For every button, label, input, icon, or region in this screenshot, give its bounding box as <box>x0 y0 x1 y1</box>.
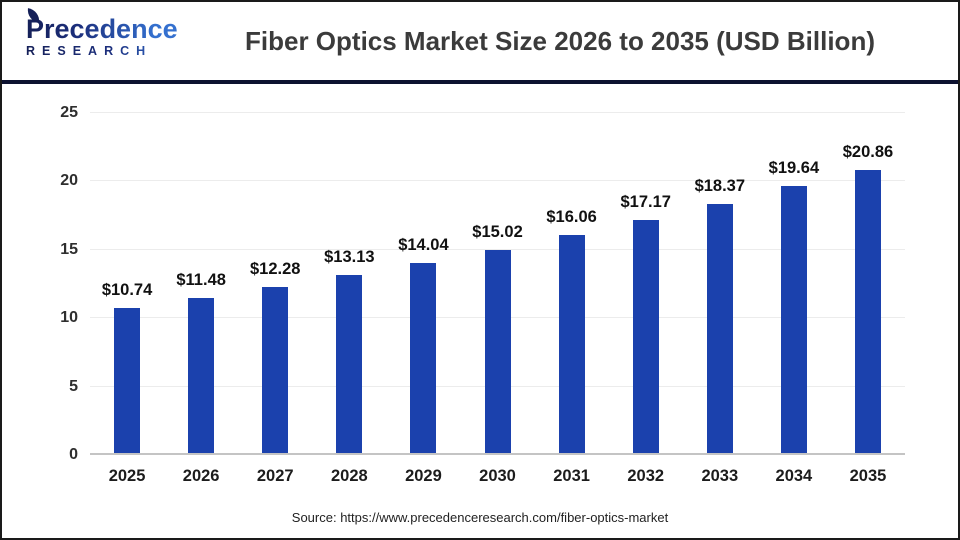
chart-title: Fiber Optics Market Size 2026 to 2035 (U… <box>245 25 875 56</box>
x-axis-tick-label: 2035 <box>849 467 887 485</box>
bar <box>188 297 215 455</box>
bar-value-label: $16.06 <box>546 208 597 227</box>
bar-slots: $10.74 2025 $11.48 2026 $12.28 2027 $13.13 2028… <box>90 113 905 485</box>
x-axis-tick-label: 2034 <box>775 467 813 485</box>
gridline <box>90 248 905 250</box>
bar <box>262 287 289 455</box>
gridline <box>90 180 905 182</box>
bar-slot: $18.37 2033 <box>683 113 757 485</box>
bar <box>632 220 659 455</box>
bar-value-label: $13.13 <box>324 248 375 267</box>
header: Precedence RESEARCH Fiber Optics Market … <box>2 2 958 80</box>
bar-value-label: $19.64 <box>768 159 820 178</box>
x-axis-tick-label: 2027 <box>256 467 294 485</box>
gridline <box>90 112 905 113</box>
bar-value-label: $10.74 <box>101 281 153 300</box>
source-note: Source: https://www.precedenceresearch.c… <box>291 510 669 525</box>
bar-slot: $11.48 2026 <box>164 113 238 485</box>
bar-slot: $10.74 2025 <box>90 113 164 485</box>
bar <box>854 169 881 455</box>
precedence-research-logo: Precedence RESEARCH <box>26 8 178 58</box>
bar <box>410 262 437 455</box>
bar-value-label: $14.04 <box>398 235 449 254</box>
bar <box>114 308 141 455</box>
bar-slot: $20.86 2035 <box>831 113 905 485</box>
bar-slot: $12.28 2027 <box>238 113 312 485</box>
bar-value-label: $11.48 <box>176 270 226 289</box>
y-axis-tick-label: 10 <box>60 309 78 327</box>
bar <box>336 275 363 455</box>
bar-value-label: $18.37 <box>694 176 746 195</box>
x-axis-tick-label: 2031 <box>553 467 590 485</box>
x-axis-tick-label: 2026 <box>182 467 220 485</box>
title-container: Fiber Optics Market Size 2026 to 2035 (U… <box>177 2 943 80</box>
bar <box>484 249 511 455</box>
x-axis-tick-label: 2028 <box>330 467 368 485</box>
chart: 0 5 10 15 20 25 $10.74 2025 $11.48 2026 $12.28 2027… <box>2 84 958 536</box>
bar-slot: $16.06 2031 <box>535 113 609 485</box>
bar <box>558 235 585 455</box>
bar <box>706 203 733 455</box>
plot-area: 0 5 10 15 20 25 $10.74 2025 $11.48 2026 $12.28 2027… <box>60 104 905 485</box>
bar-slot: $14.04 2029 <box>386 113 460 485</box>
header-divider <box>2 80 958 84</box>
y-axis-tick-label: 5 <box>69 377 78 395</box>
y-axis-tick-label: 25 <box>60 104 78 121</box>
bar-slot: $13.13 2028 <box>312 113 386 485</box>
x-axis-tick-label: 2033 <box>701 467 739 485</box>
y-axis-tick-label: 15 <box>60 240 78 258</box>
bar <box>780 186 807 455</box>
x-axis-tick-label: 2025 <box>108 467 146 485</box>
bar-value-label: $20.86 <box>842 142 894 161</box>
bar-slot: $15.02 2030 <box>460 113 534 485</box>
y-axis-tick-label: 20 <box>60 172 78 190</box>
bar-value-label: $12.28 <box>250 260 301 279</box>
x-axis-tick-label: 2032 <box>627 467 665 485</box>
logo-name: Precedence <box>26 8 178 44</box>
logo-subname: RESEARCH <box>26 44 178 58</box>
x-axis-tick-label: 2029 <box>405 467 442 485</box>
y-axis-tick-label: 0 <box>69 446 78 463</box>
x-axis-tick-label: 2030 <box>479 467 516 485</box>
bar-slot: $19.64 2034 <box>757 113 831 485</box>
x-axis-baseline <box>90 453 905 455</box>
bar-slot: $17.17 2032 <box>609 113 683 485</box>
bar-value-label: $17.17 <box>620 193 671 212</box>
logo-name-text: Precedence <box>26 14 178 44</box>
bar-value-label: $15.02 <box>472 222 523 241</box>
